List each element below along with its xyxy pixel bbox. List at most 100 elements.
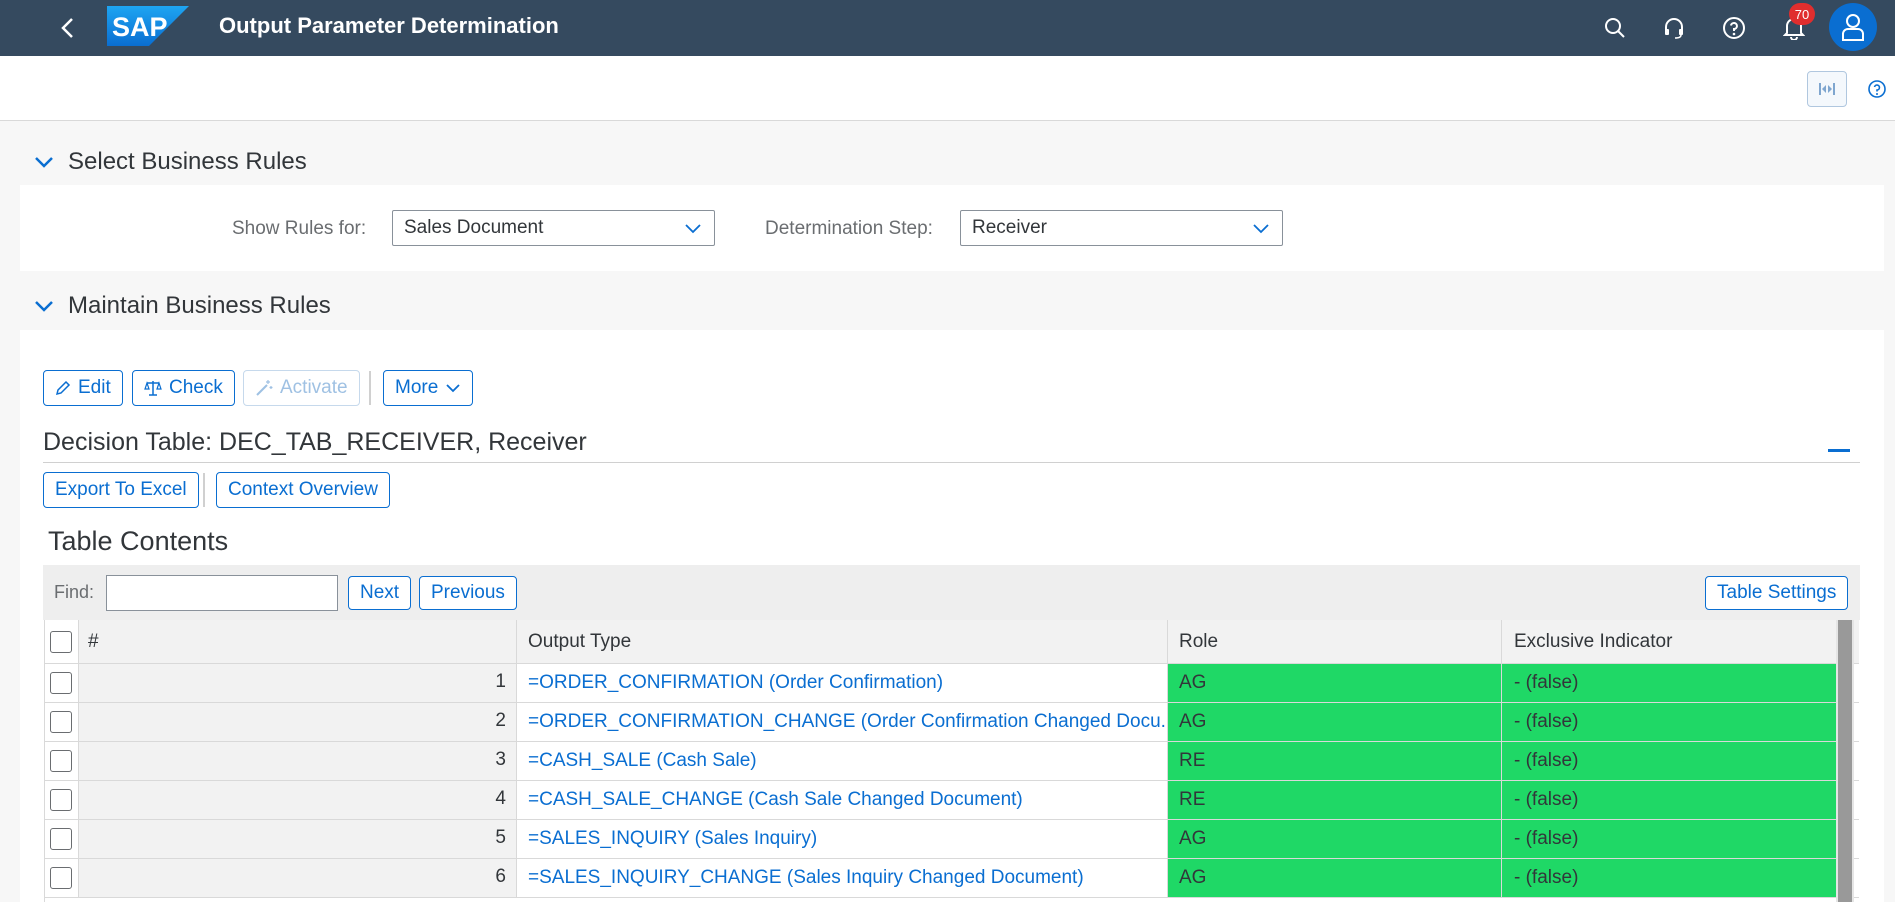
sap-logo[interactable]: SAP (107, 6, 189, 46)
collapse-header-button[interactable] (1807, 71, 1847, 107)
find-toolbar: Find: Next Previous Table Settings (43, 565, 1860, 620)
toolbar-separator (369, 371, 371, 405)
chevron-down-icon[interactable] (20, 155, 68, 169)
determination-step-label: Determination Step: (765, 218, 933, 239)
role-cell[interactable]: AG (1168, 664, 1502, 702)
show-rules-select[interactable]: Sales Document (392, 210, 715, 246)
user-avatar[interactable] (1829, 3, 1877, 51)
maintain-business-rules-header[interactable]: Maintain Business Rules (20, 275, 1884, 338)
output-type-link[interactable]: =SALES_INQUIRY_CHANGE (Sales Inquiry Cha… (517, 859, 1168, 897)
table-settings-label: Table Settings (1717, 582, 1837, 603)
column-header-output-type[interactable]: Output Type (517, 620, 1168, 663)
row-checkbox[interactable] (50, 750, 72, 772)
pencil-icon (55, 380, 71, 396)
output-type-link[interactable]: =CASH_SALE_CHANGE (Cash Sale Changed Doc… (517, 781, 1168, 819)
row-select-cell (45, 664, 79, 702)
table-settings-button[interactable]: Table Settings (1705, 576, 1849, 610)
select-all-checkbox[interactable] (50, 630, 72, 653)
output-type-link[interactable]: =ORDER_CONFIRMATION (Order Confirmation) (517, 664, 1168, 702)
check-label: Check (169, 377, 223, 398)
table-header-row: # Output Type Role Exclusive Indicator (45, 620, 1859, 664)
determination-step-select[interactable]: Receiver (960, 210, 1283, 246)
search-icon[interactable] (1600, 13, 1630, 43)
row-number: 3 (79, 742, 517, 780)
exclusive-cell[interactable]: - (false) (1502, 781, 1837, 819)
row-number: 2 (79, 703, 517, 741)
collapse-icon (1819, 83, 1835, 95)
select-business-rules-body (20, 185, 1884, 271)
divider (43, 462, 1860, 463)
role-cell[interactable]: RE (1168, 742, 1502, 780)
magic-wand-icon (256, 380, 273, 396)
shell-bar: SAP Output Parameter Determination 70 (0, 0, 1895, 56)
edit-button[interactable]: Edit (43, 370, 123, 406)
row-select-cell (45, 781, 79, 819)
page-help-icon[interactable] (1866, 78, 1888, 100)
row-checkbox[interactable] (50, 672, 72, 694)
row-checkbox[interactable] (50, 711, 72, 733)
column-header-exclusive[interactable]: Exclusive Indicator (1502, 620, 1837, 663)
role-cell[interactable]: AG (1168, 703, 1502, 741)
table-row[interactable]: 4 =CASH_SALE_CHANGE (Cash Sale Changed D… (45, 781, 1859, 820)
back-button[interactable] (54, 14, 82, 42)
row-number: 4 (79, 781, 517, 819)
show-rules-value: Sales Document (404, 217, 544, 238)
table-row[interactable]: 3 =CASH_SALE (Cash Sale) RE - (false) (45, 742, 1859, 781)
chevron-down-icon (1253, 224, 1269, 234)
next-label: Next (360, 582, 400, 603)
exclusive-cell[interactable]: - (false) (1502, 742, 1837, 780)
table-row[interactable]: 6 =SALES_INQUIRY_CHANGE (Sales Inquiry C… (45, 859, 1859, 898)
exclusive-cell[interactable]: - (false) (1502, 703, 1837, 741)
headset-icon[interactable] (1659, 13, 1689, 43)
page-header (0, 56, 1895, 121)
toolbar-separator (203, 473, 205, 507)
determination-step-value: Receiver (972, 217, 1047, 238)
chevron-down-icon (685, 224, 701, 234)
activate-button[interactable]: Activate (243, 370, 360, 406)
output-type-link[interactable]: =SALES_INQUIRY (Sales Inquiry) (517, 820, 1168, 858)
exclusive-cell[interactable]: - (false) (1502, 820, 1837, 858)
more-label: More (395, 377, 439, 398)
row-number: 6 (79, 859, 517, 897)
chevron-down-icon (446, 384, 460, 393)
export-excel-button[interactable]: Export To Excel (43, 472, 199, 508)
check-button[interactable]: Check (132, 370, 235, 406)
previous-button[interactable]: Previous (419, 576, 517, 610)
find-label: Find: (54, 582, 95, 602)
row-checkbox[interactable] (50, 789, 72, 811)
find-input[interactable] (106, 575, 338, 611)
output-type-link[interactable]: =ORDER_CONFIRMATION_CHANGE (Order Confir… (517, 703, 1168, 741)
previous-label: Previous (431, 582, 505, 603)
column-header-role[interactable]: Role (1168, 620, 1502, 663)
role-cell[interactable]: RE (1168, 781, 1502, 819)
help-icon[interactable] (1719, 13, 1749, 43)
context-overview-button[interactable]: Context Overview (216, 472, 390, 508)
table-row[interactable]: 1 =ORDER_CONFIRMATION (Order Confirmatio… (45, 664, 1859, 703)
panel-title: Select Business Rules (68, 148, 307, 175)
chevron-down-icon[interactable] (20, 299, 68, 313)
scrollbar-thumb[interactable] (1838, 620, 1852, 902)
row-checkbox[interactable] (50, 828, 72, 850)
exclusive-cell[interactable]: - (false) (1502, 664, 1837, 702)
show-rules-label: Show Rules for: (232, 218, 367, 239)
decision-table: # Output Type Role Exclusive Indicator 1… (44, 620, 1859, 902)
select-all-cell (45, 620, 79, 663)
chevron-left-icon (61, 18, 73, 38)
row-number: 1 (79, 664, 517, 702)
minimize-icon[interactable] (1828, 449, 1850, 452)
row-select-cell (45, 742, 79, 780)
panel-title: Maintain Business Rules (68, 292, 331, 319)
role-cell[interactable]: AG (1168, 859, 1502, 897)
table-row[interactable]: 2 =ORDER_CONFIRMATION_CHANGE (Order Conf… (45, 703, 1859, 742)
person-icon (1842, 14, 1864, 41)
row-checkbox[interactable] (50, 867, 72, 889)
row-select-cell (45, 820, 79, 858)
row-select-cell (45, 703, 79, 741)
output-type-link[interactable]: =CASH_SALE (Cash Sale) (517, 742, 1168, 780)
row-select-cell (45, 859, 79, 897)
role-cell[interactable]: AG (1168, 820, 1502, 858)
table-row[interactable]: 5 =SALES_INQUIRY (Sales Inquiry) AG - (f… (45, 820, 1859, 859)
exclusive-cell[interactable]: - (false) (1502, 859, 1837, 897)
next-button[interactable]: Next (348, 576, 412, 610)
more-button[interactable]: More (383, 370, 474, 406)
